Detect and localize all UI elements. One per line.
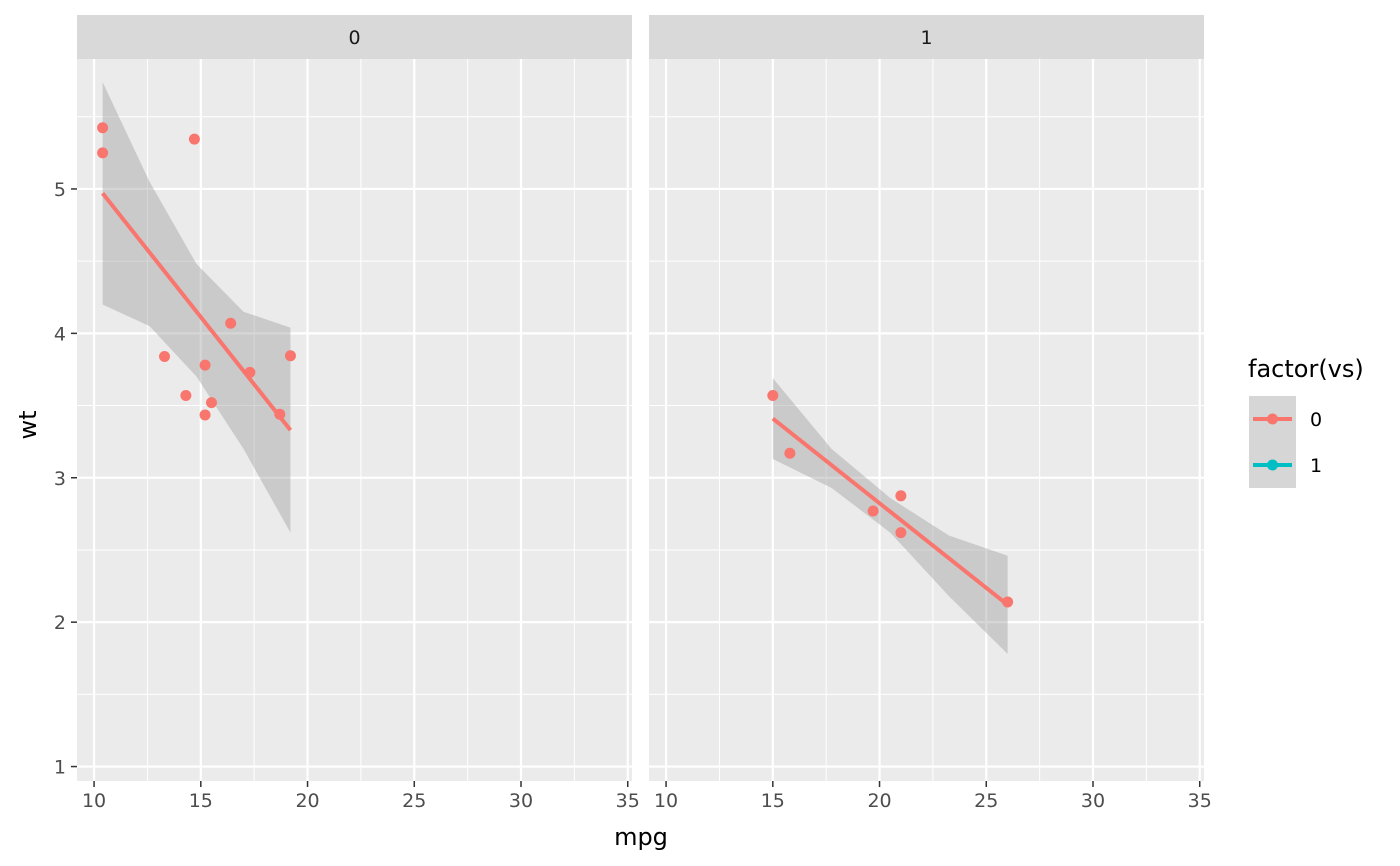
x-tick-label: 20 bbox=[867, 790, 891, 812]
y-tick-label: 2 bbox=[54, 612, 66, 634]
legend-title: factor(vs) bbox=[1248, 355, 1364, 383]
x-tick-label: 15 bbox=[189, 790, 213, 812]
regression-line bbox=[101, 192, 293, 432]
legend-entry-0: 0 bbox=[1249, 396, 1322, 442]
confidence-band bbox=[772, 378, 1008, 654]
panel-background bbox=[77, 59, 632, 781]
data-point bbox=[895, 527, 907, 539]
facet-strip-label: 1 bbox=[920, 27, 932, 49]
legend-key-point bbox=[1267, 459, 1278, 471]
x-tick-label: 30 bbox=[1081, 790, 1105, 812]
data-point bbox=[225, 317, 237, 329]
data-point bbox=[97, 122, 109, 134]
data-point bbox=[180, 389, 192, 401]
data-point bbox=[895, 490, 907, 502]
x-tick-label: 30 bbox=[509, 790, 533, 812]
facet-strip bbox=[77, 15, 632, 59]
facet-strip-label: 0 bbox=[348, 27, 360, 49]
y-axis-title: wt bbox=[14, 410, 42, 439]
data-point bbox=[205, 397, 217, 409]
regression-line bbox=[771, 416, 1009, 607]
facet-strip bbox=[649, 15, 1204, 59]
x-tick-label: 20 bbox=[295, 790, 319, 812]
legend-label: 1 bbox=[1310, 455, 1322, 477]
x-tick-label: 10 bbox=[654, 790, 678, 812]
panel-background bbox=[649, 59, 1204, 781]
x-tick-label: 15 bbox=[761, 790, 785, 812]
legend-entry-1: 1 bbox=[1249, 442, 1322, 488]
y-tick-label: 4 bbox=[54, 323, 66, 345]
confidence-band bbox=[102, 82, 291, 533]
y-tick-label: 3 bbox=[54, 468, 66, 490]
x-tick-label: 35 bbox=[616, 790, 640, 812]
facet-panels: 0 10 15 20 25 30 35 1 2 3 4 5 1 10 15 20 25 30 35 bbox=[54, 15, 1212, 812]
x-tick-label: 35 bbox=[1188, 790, 1212, 812]
x-tick-label: 10 bbox=[82, 790, 106, 812]
x-tick-label: 25 bbox=[974, 790, 998, 812]
data-point bbox=[199, 409, 211, 421]
data-point bbox=[188, 133, 200, 145]
data-point bbox=[784, 447, 796, 459]
facet-panel-0: 0 10 15 20 25 30 35 1 2 3 4 5 bbox=[54, 15, 640, 812]
data-point bbox=[867, 505, 879, 517]
data-point bbox=[199, 359, 211, 371]
y-tick-label: 1 bbox=[54, 757, 66, 779]
facet-panel-1: 1 10 15 20 25 30 35 bbox=[649, 15, 1212, 812]
data-point bbox=[767, 389, 779, 401]
data-point bbox=[97, 147, 109, 159]
y-tick-label: 5 bbox=[54, 179, 66, 201]
data-point bbox=[159, 350, 171, 362]
x-axis-title: mpg bbox=[614, 823, 668, 851]
x-tick-label: 25 bbox=[402, 790, 426, 812]
legend-key-point bbox=[1267, 413, 1278, 425]
legend: factor(vs) 0 1 bbox=[1248, 355, 1364, 488]
legend-label: 0 bbox=[1310, 409, 1322, 431]
data-point bbox=[284, 350, 296, 362]
